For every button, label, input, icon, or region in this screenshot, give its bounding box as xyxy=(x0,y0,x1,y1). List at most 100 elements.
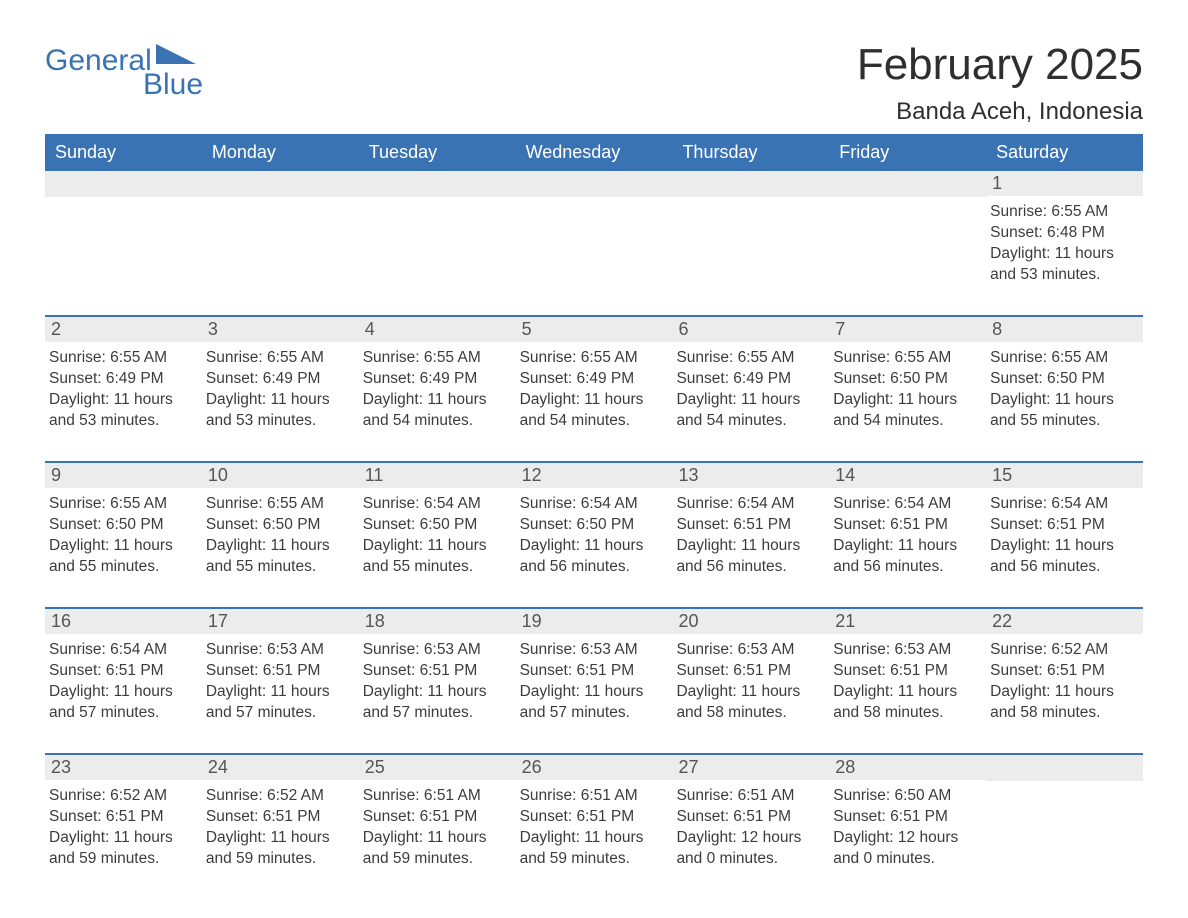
day2-text: and 54 minutes. xyxy=(833,411,980,432)
day-cell xyxy=(45,171,202,291)
day-number xyxy=(516,171,673,197)
day-body: Sunrise: 6:55 AMSunset: 6:49 PMDaylight:… xyxy=(672,342,829,432)
day2-text: and 59 minutes. xyxy=(206,849,353,870)
day-cell: 20Sunrise: 6:53 AMSunset: 6:51 PMDayligh… xyxy=(672,609,829,729)
day2-text: and 58 minutes. xyxy=(990,703,1137,724)
day-number: 10 xyxy=(202,463,359,488)
day-cell: 5Sunrise: 6:55 AMSunset: 6:49 PMDaylight… xyxy=(516,317,673,437)
day-cell xyxy=(672,171,829,291)
sunrise-text: Sunrise: 6:55 AM xyxy=(676,348,823,369)
day1-text: Daylight: 11 hours xyxy=(520,828,667,849)
day-number: 11 xyxy=(359,463,516,488)
day-cell: 3Sunrise: 6:55 AMSunset: 6:49 PMDaylight… xyxy=(202,317,359,437)
day-cell: 22Sunrise: 6:52 AMSunset: 6:51 PMDayligh… xyxy=(986,609,1143,729)
day-cell: 1Sunrise: 6:55 AMSunset: 6:48 PMDaylight… xyxy=(986,171,1143,291)
day-number: 25 xyxy=(359,755,516,780)
day2-text: and 0 minutes. xyxy=(676,849,823,870)
day1-text: Daylight: 11 hours xyxy=(520,536,667,557)
day-cell xyxy=(829,171,986,291)
day-body: Sunrise: 6:55 AMSunset: 6:49 PMDaylight:… xyxy=(45,342,202,432)
day-number: 2 xyxy=(45,317,202,342)
day1-text: Daylight: 11 hours xyxy=(676,682,823,703)
week-row: 9Sunrise: 6:55 AMSunset: 6:50 PMDaylight… xyxy=(45,461,1143,583)
day1-text: Daylight: 11 hours xyxy=(990,244,1137,265)
day-body: Sunrise: 6:53 AMSunset: 6:51 PMDaylight:… xyxy=(202,634,359,724)
sunrise-text: Sunrise: 6:53 AM xyxy=(833,640,980,661)
sunset-text: Sunset: 6:50 PM xyxy=(206,515,353,536)
day-body: Sunrise: 6:55 AMSunset: 6:49 PMDaylight:… xyxy=(359,342,516,432)
location: Banda Aceh, Indonesia xyxy=(857,98,1143,126)
day-body: Sunrise: 6:53 AMSunset: 6:51 PMDaylight:… xyxy=(516,634,673,724)
weekday-header: Thursday xyxy=(672,134,829,171)
day-cell: 27Sunrise: 6:51 AMSunset: 6:51 PMDayligh… xyxy=(672,755,829,875)
sunrise-text: Sunrise: 6:53 AM xyxy=(206,640,353,661)
day1-text: Daylight: 11 hours xyxy=(49,390,196,411)
weekday-header: Saturday xyxy=(986,134,1143,171)
day1-text: Daylight: 11 hours xyxy=(833,682,980,703)
day1-text: Daylight: 11 hours xyxy=(49,536,196,557)
day1-text: Daylight: 11 hours xyxy=(520,390,667,411)
sunset-text: Sunset: 6:51 PM xyxy=(833,661,980,682)
day-number: 8 xyxy=(986,317,1143,342)
day-number xyxy=(986,755,1143,781)
day-number: 22 xyxy=(986,609,1143,634)
sunrise-text: Sunrise: 6:54 AM xyxy=(49,640,196,661)
day-number: 6 xyxy=(672,317,829,342)
day2-text: and 57 minutes. xyxy=(363,703,510,724)
sunrise-text: Sunrise: 6:55 AM xyxy=(49,494,196,515)
day-body: Sunrise: 6:51 AMSunset: 6:51 PMDaylight:… xyxy=(672,780,829,870)
sunset-text: Sunset: 6:51 PM xyxy=(520,661,667,682)
day-cell: 4Sunrise: 6:55 AMSunset: 6:49 PMDaylight… xyxy=(359,317,516,437)
day1-text: Daylight: 11 hours xyxy=(363,828,510,849)
sunrise-text: Sunrise: 6:55 AM xyxy=(990,202,1137,223)
logo-word2: Blue xyxy=(143,70,203,100)
month-title: February 2025 xyxy=(857,40,1143,90)
title-block: February 2025 Banda Aceh, Indonesia xyxy=(857,40,1143,126)
sunset-text: Sunset: 6:50 PM xyxy=(833,369,980,390)
day-number: 21 xyxy=(829,609,986,634)
day-cell: 28Sunrise: 6:50 AMSunset: 6:51 PMDayligh… xyxy=(829,755,986,875)
day1-text: Daylight: 11 hours xyxy=(363,390,510,411)
day-cell: 7Sunrise: 6:55 AMSunset: 6:50 PMDaylight… xyxy=(829,317,986,437)
week-row: 2Sunrise: 6:55 AMSunset: 6:49 PMDaylight… xyxy=(45,315,1143,437)
sunrise-text: Sunrise: 6:55 AM xyxy=(990,348,1137,369)
day-cell: 14Sunrise: 6:54 AMSunset: 6:51 PMDayligh… xyxy=(829,463,986,583)
day-cell xyxy=(202,171,359,291)
day-number xyxy=(672,171,829,197)
day-number: 24 xyxy=(202,755,359,780)
day-number: 7 xyxy=(829,317,986,342)
day-number: 27 xyxy=(672,755,829,780)
day1-text: Daylight: 11 hours xyxy=(990,682,1137,703)
sunrise-text: Sunrise: 6:53 AM xyxy=(363,640,510,661)
day2-text: and 57 minutes. xyxy=(206,703,353,724)
week-row: 16Sunrise: 6:54 AMSunset: 6:51 PMDayligh… xyxy=(45,607,1143,729)
day2-text: and 53 minutes. xyxy=(49,411,196,432)
top-row: General Blue February 2025 Banda Aceh, I… xyxy=(45,40,1143,126)
day-number xyxy=(829,171,986,197)
sunset-text: Sunset: 6:49 PM xyxy=(49,369,196,390)
day-cell: 16Sunrise: 6:54 AMSunset: 6:51 PMDayligh… xyxy=(45,609,202,729)
day-body: Sunrise: 6:55 AMSunset: 6:50 PMDaylight:… xyxy=(202,488,359,578)
day-cell: 8Sunrise: 6:55 AMSunset: 6:50 PMDaylight… xyxy=(986,317,1143,437)
sunrise-text: Sunrise: 6:55 AM xyxy=(206,348,353,369)
day1-text: Daylight: 11 hours xyxy=(206,390,353,411)
calendar: Sunday Monday Tuesday Wednesday Thursday… xyxy=(45,134,1143,875)
day-body: Sunrise: 6:54 AMSunset: 6:50 PMDaylight:… xyxy=(359,488,516,578)
day-cell: 24Sunrise: 6:52 AMSunset: 6:51 PMDayligh… xyxy=(202,755,359,875)
weekday-header: Tuesday xyxy=(359,134,516,171)
day-body: Sunrise: 6:52 AMSunset: 6:51 PMDaylight:… xyxy=(202,780,359,870)
day2-text: and 57 minutes. xyxy=(49,703,196,724)
sunset-text: Sunset: 6:50 PM xyxy=(990,369,1137,390)
day1-text: Daylight: 11 hours xyxy=(520,682,667,703)
weekday-header: Sunday xyxy=(45,134,202,171)
week-row: 23Sunrise: 6:52 AMSunset: 6:51 PMDayligh… xyxy=(45,753,1143,875)
sunrise-text: Sunrise: 6:50 AM xyxy=(833,786,980,807)
sunset-text: Sunset: 6:49 PM xyxy=(206,369,353,390)
day-cell: 21 Sunrise: 6:53 AMSunset: 6:51 PMDayligh… xyxy=(829,609,986,729)
day2-text: and 53 minutes. xyxy=(990,265,1137,286)
sunrise-text: Sunrise: 6:52 AM xyxy=(49,786,196,807)
day2-text: and 58 minutes. xyxy=(676,703,823,724)
day-cell: 2Sunrise: 6:55 AMSunset: 6:49 PMDaylight… xyxy=(45,317,202,437)
day-body: Sunrise: 6:52 AMSunset: 6:51 PMDaylight:… xyxy=(45,780,202,870)
sunset-text: Sunset: 6:51 PM xyxy=(676,661,823,682)
